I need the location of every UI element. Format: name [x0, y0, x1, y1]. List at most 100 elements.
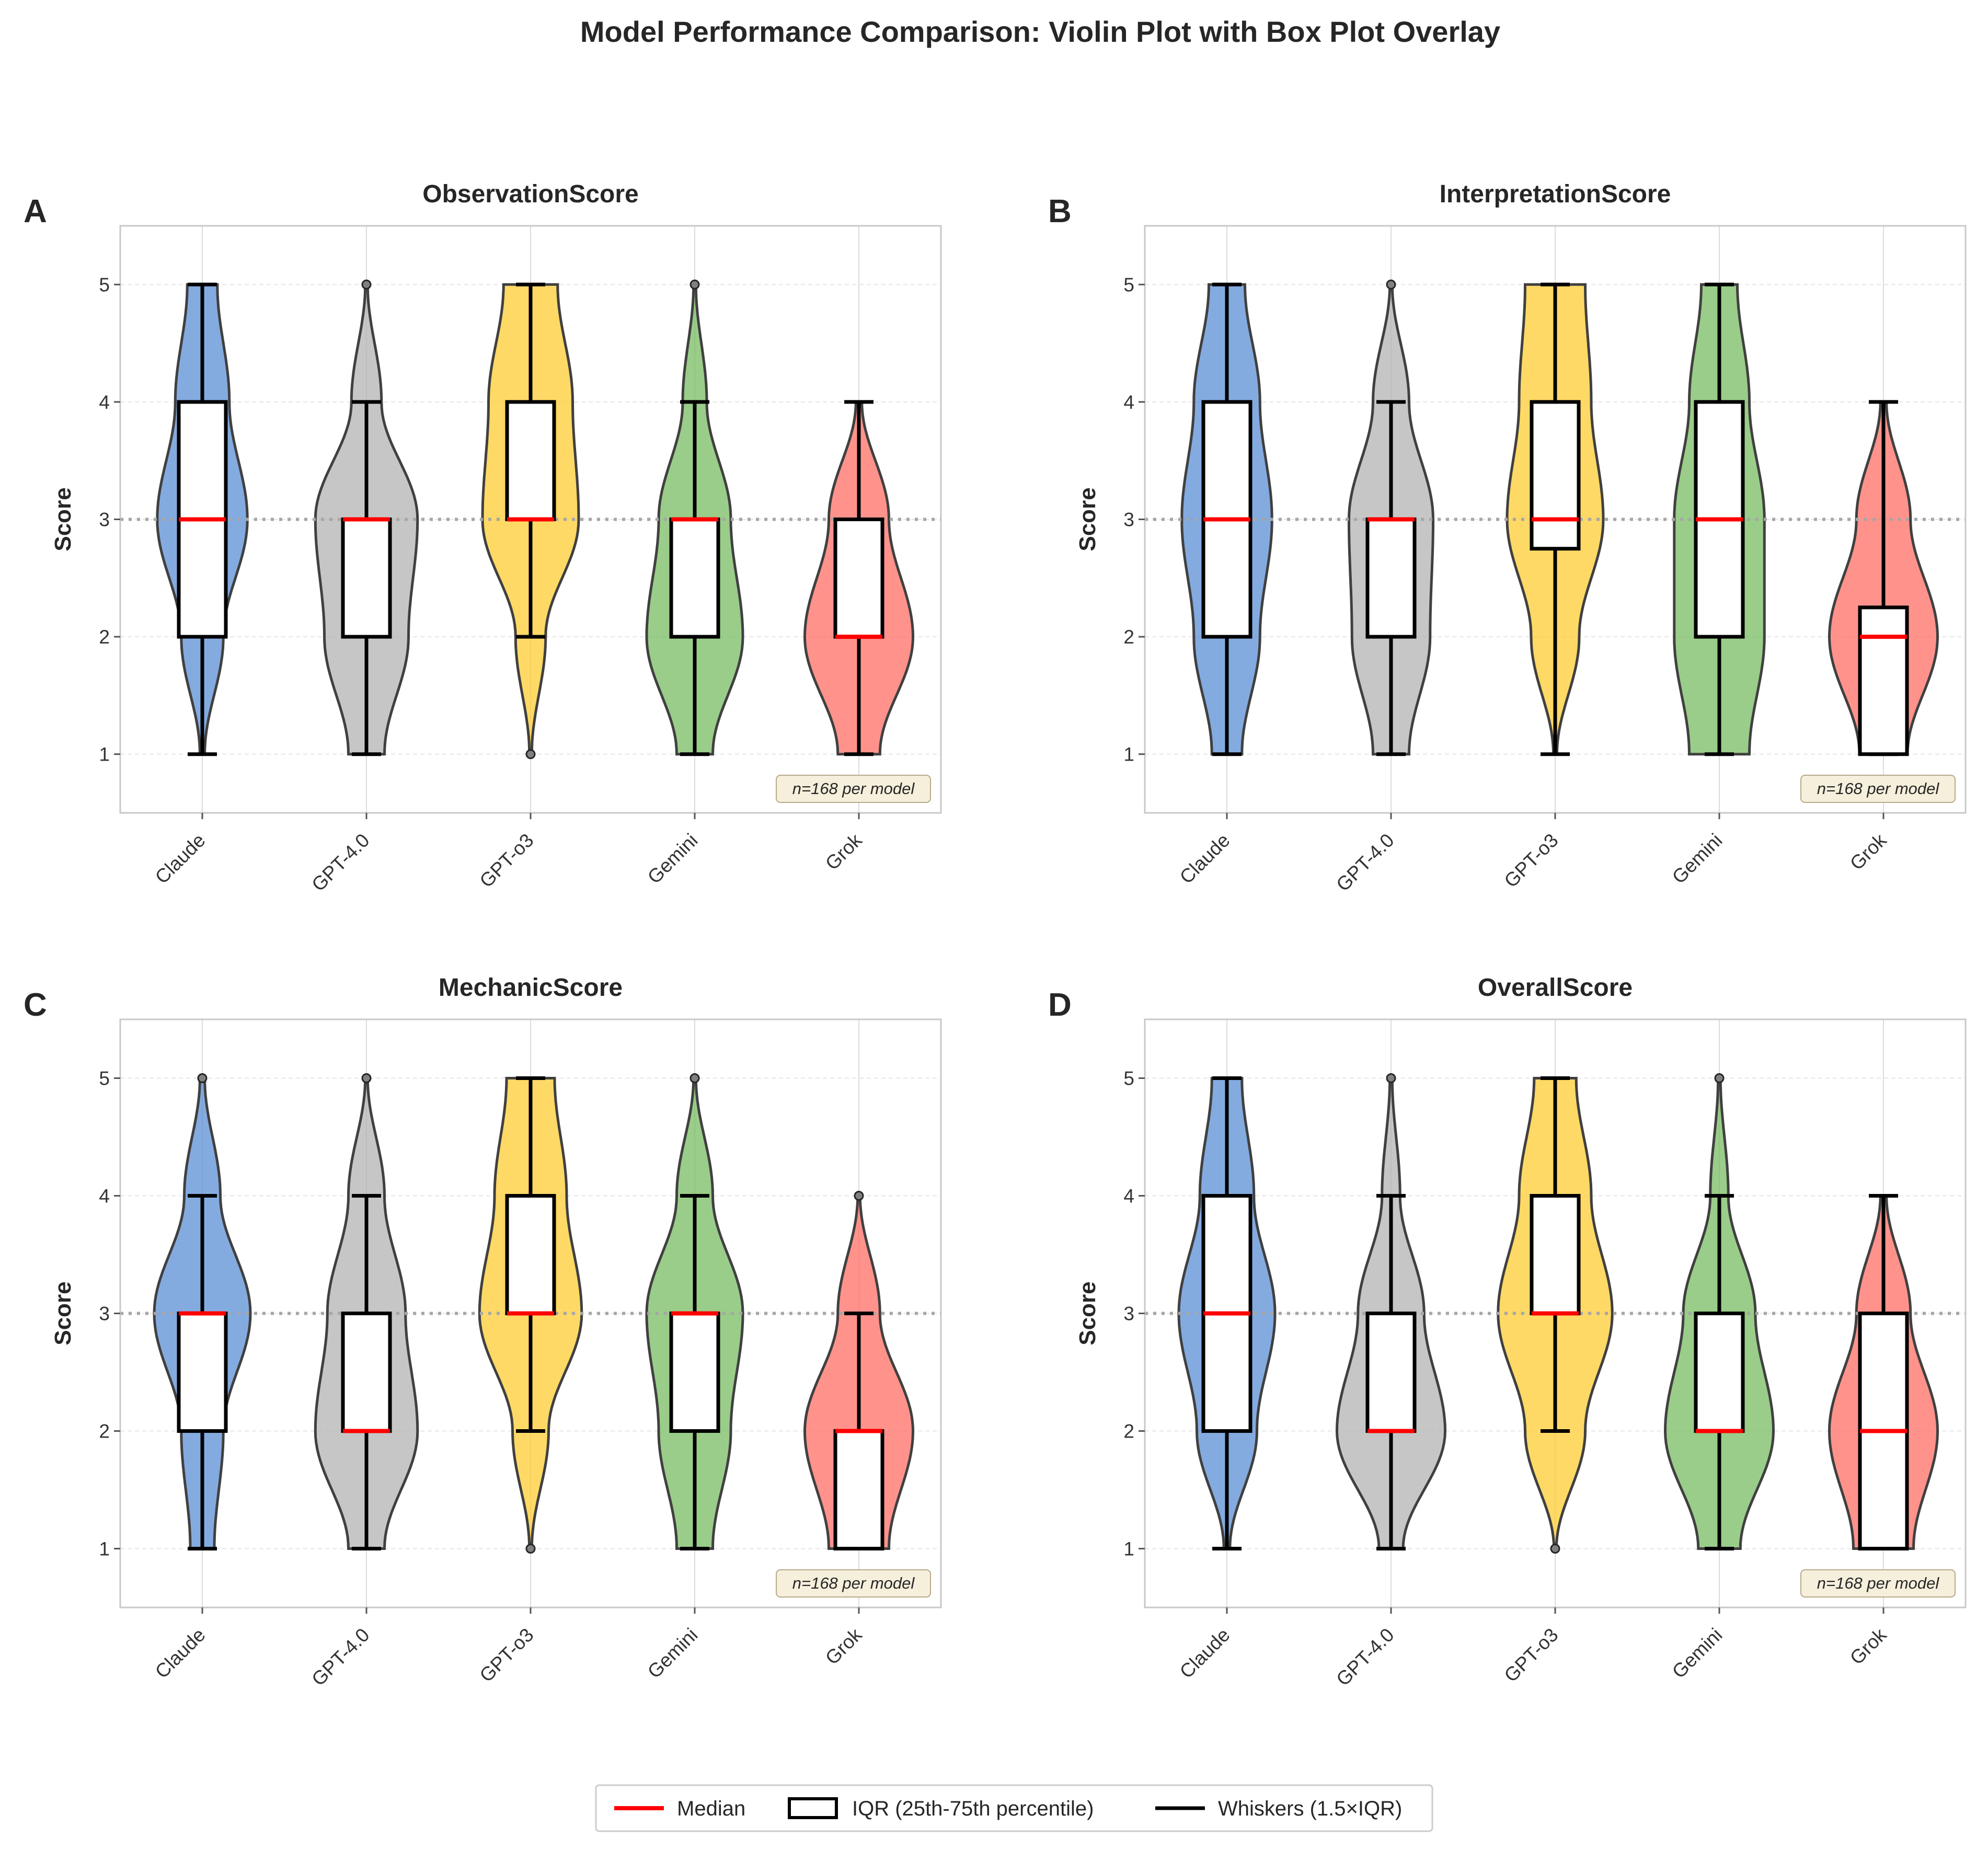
y-tick-label: 1 — [1123, 744, 1134, 765]
outlier-point — [690, 279, 700, 290]
y-tick-label: 5 — [99, 274, 110, 295]
annotation-text: n=168 per model — [792, 1574, 915, 1592]
iqr-box — [341, 518, 392, 639]
box-gemini — [669, 279, 720, 756]
y-tick-label: 2 — [99, 1421, 110, 1442]
annotation-box — [1800, 1569, 1956, 1598]
y-tick-label: 2 — [1123, 626, 1134, 648]
iqr-box — [177, 1312, 228, 1433]
y-tick-label: 3 — [99, 1303, 110, 1325]
y-tick-label: 4 — [1123, 1186, 1134, 1207]
sample-size-annotation: n=168 per model — [776, 775, 931, 803]
annotation-text: n=168 per model — [1817, 1574, 1940, 1592]
annotation-text: n=168 per model — [1817, 779, 1940, 798]
panel-letter: C — [24, 987, 47, 1023]
y-tick-label: 2 — [1123, 1421, 1134, 1442]
y-tick-label: 2 — [99, 626, 110, 648]
box-gemini — [1694, 1073, 1745, 1550]
sample-size-annotation: n=168 per model — [1800, 1569, 1956, 1598]
box-gpt-4-0 — [1365, 1073, 1417, 1550]
box-grok — [1858, 1194, 1909, 1550]
annotation-box — [1800, 775, 1956, 803]
sample-size-annotation: n=168 per model — [1800, 775, 1956, 803]
y-axis-label: Score — [1075, 1281, 1100, 1345]
y-axis-label: Score — [50, 487, 76, 551]
iqr-box — [505, 400, 556, 522]
annotation-box — [776, 1569, 931, 1598]
box-grok — [1858, 400, 1909, 756]
outlier-point — [690, 1073, 700, 1083]
y-tick-label: 4 — [99, 392, 110, 413]
legend-label: Median — [677, 1797, 745, 1820]
iqr-box — [833, 518, 884, 639]
box-claude — [177, 1073, 228, 1550]
box-grok — [833, 1191, 884, 1550]
box-gpt-o3 — [1530, 1076, 1581, 1554]
box-gpt-o3 — [505, 282, 556, 760]
y-tick-label: 1 — [1123, 1538, 1134, 1560]
sample-size-annotation: n=168 per model — [776, 1569, 931, 1598]
legend-item-median-line: Median — [614, 1797, 745, 1820]
y-tick-label: 1 — [99, 744, 110, 765]
box-grok — [833, 400, 884, 756]
panel-title: ObservationScore — [422, 180, 638, 208]
panel-letter: B — [1048, 193, 1072, 229]
iqr-box — [1365, 1312, 1417, 1433]
outlier-point — [525, 1544, 536, 1554]
y-tick-label: 1 — [99, 1538, 110, 1560]
legend-iqr-swatch — [788, 1797, 838, 1819]
annotation-box — [776, 775, 931, 803]
outlier-point — [361, 279, 372, 290]
y-axis-label: Score — [50, 1281, 76, 1345]
y-axis-label: Score — [1075, 487, 1100, 551]
iqr-box — [1530, 1194, 1581, 1315]
legend-label: Whiskers (1.5×IQR) — [1218, 1797, 1402, 1820]
outlier-point — [1550, 1544, 1560, 1554]
panel-title: MechanicScore — [439, 974, 623, 1002]
panel-letter: D — [1048, 987, 1072, 1023]
iqr-box — [1694, 1312, 1745, 1433]
y-tick-label: 3 — [99, 509, 110, 531]
y-tick-label: 3 — [1123, 509, 1134, 531]
legend-item-whisker-line: Whiskers (1.5×IQR) — [1155, 1797, 1402, 1820]
y-tick-label: 4 — [99, 1186, 110, 1207]
annotation-text: n=168 per model — [792, 779, 915, 798]
figure-title: Model Performance Comparison: Violin Plo… — [580, 15, 1500, 48]
outlier-point — [525, 749, 536, 760]
box-gemini — [669, 1073, 720, 1550]
outlier-point — [854, 1191, 864, 1201]
outlier-point — [1386, 1073, 1396, 1083]
outlier-point — [361, 1073, 372, 1083]
iqr-box — [669, 518, 720, 639]
iqr-box — [1365, 518, 1417, 639]
iqr-box — [1858, 605, 1909, 756]
y-tick-label: 5 — [1123, 1068, 1134, 1089]
outlier-point — [197, 1073, 208, 1083]
box-gpt-4-0 — [341, 1073, 392, 1550]
box-gpt-o3 — [1530, 282, 1581, 756]
y-tick-label: 4 — [1123, 392, 1134, 413]
iqr-box — [341, 1312, 392, 1433]
iqr-box — [669, 1312, 720, 1433]
iqr-box — [1530, 400, 1581, 551]
iqr-box — [833, 1429, 884, 1550]
legend-frame — [595, 1784, 1433, 1832]
box-claude — [177, 282, 228, 756]
y-tick-label: 3 — [1123, 1303, 1134, 1325]
box-gpt-4-0 — [341, 279, 392, 756]
panel-title: InterpretationScore — [1440, 180, 1671, 208]
box-gemini — [1694, 282, 1745, 756]
box-claude — [1201, 1076, 1252, 1550]
panel-title: OverallScore — [1478, 974, 1633, 1002]
legend-label: IQR (25th-75th percentile) — [852, 1797, 1094, 1820]
box-gpt-o3 — [505, 1076, 556, 1554]
legend-item-iqr-box: IQR (25th-75th percentile) — [788, 1797, 1094, 1820]
legend: Median IQR (25th-75th percentile) Whiskers… — [595, 1784, 1433, 1832]
outlier-point — [1386, 279, 1396, 290]
box-gpt-4-0 — [1365, 279, 1417, 756]
